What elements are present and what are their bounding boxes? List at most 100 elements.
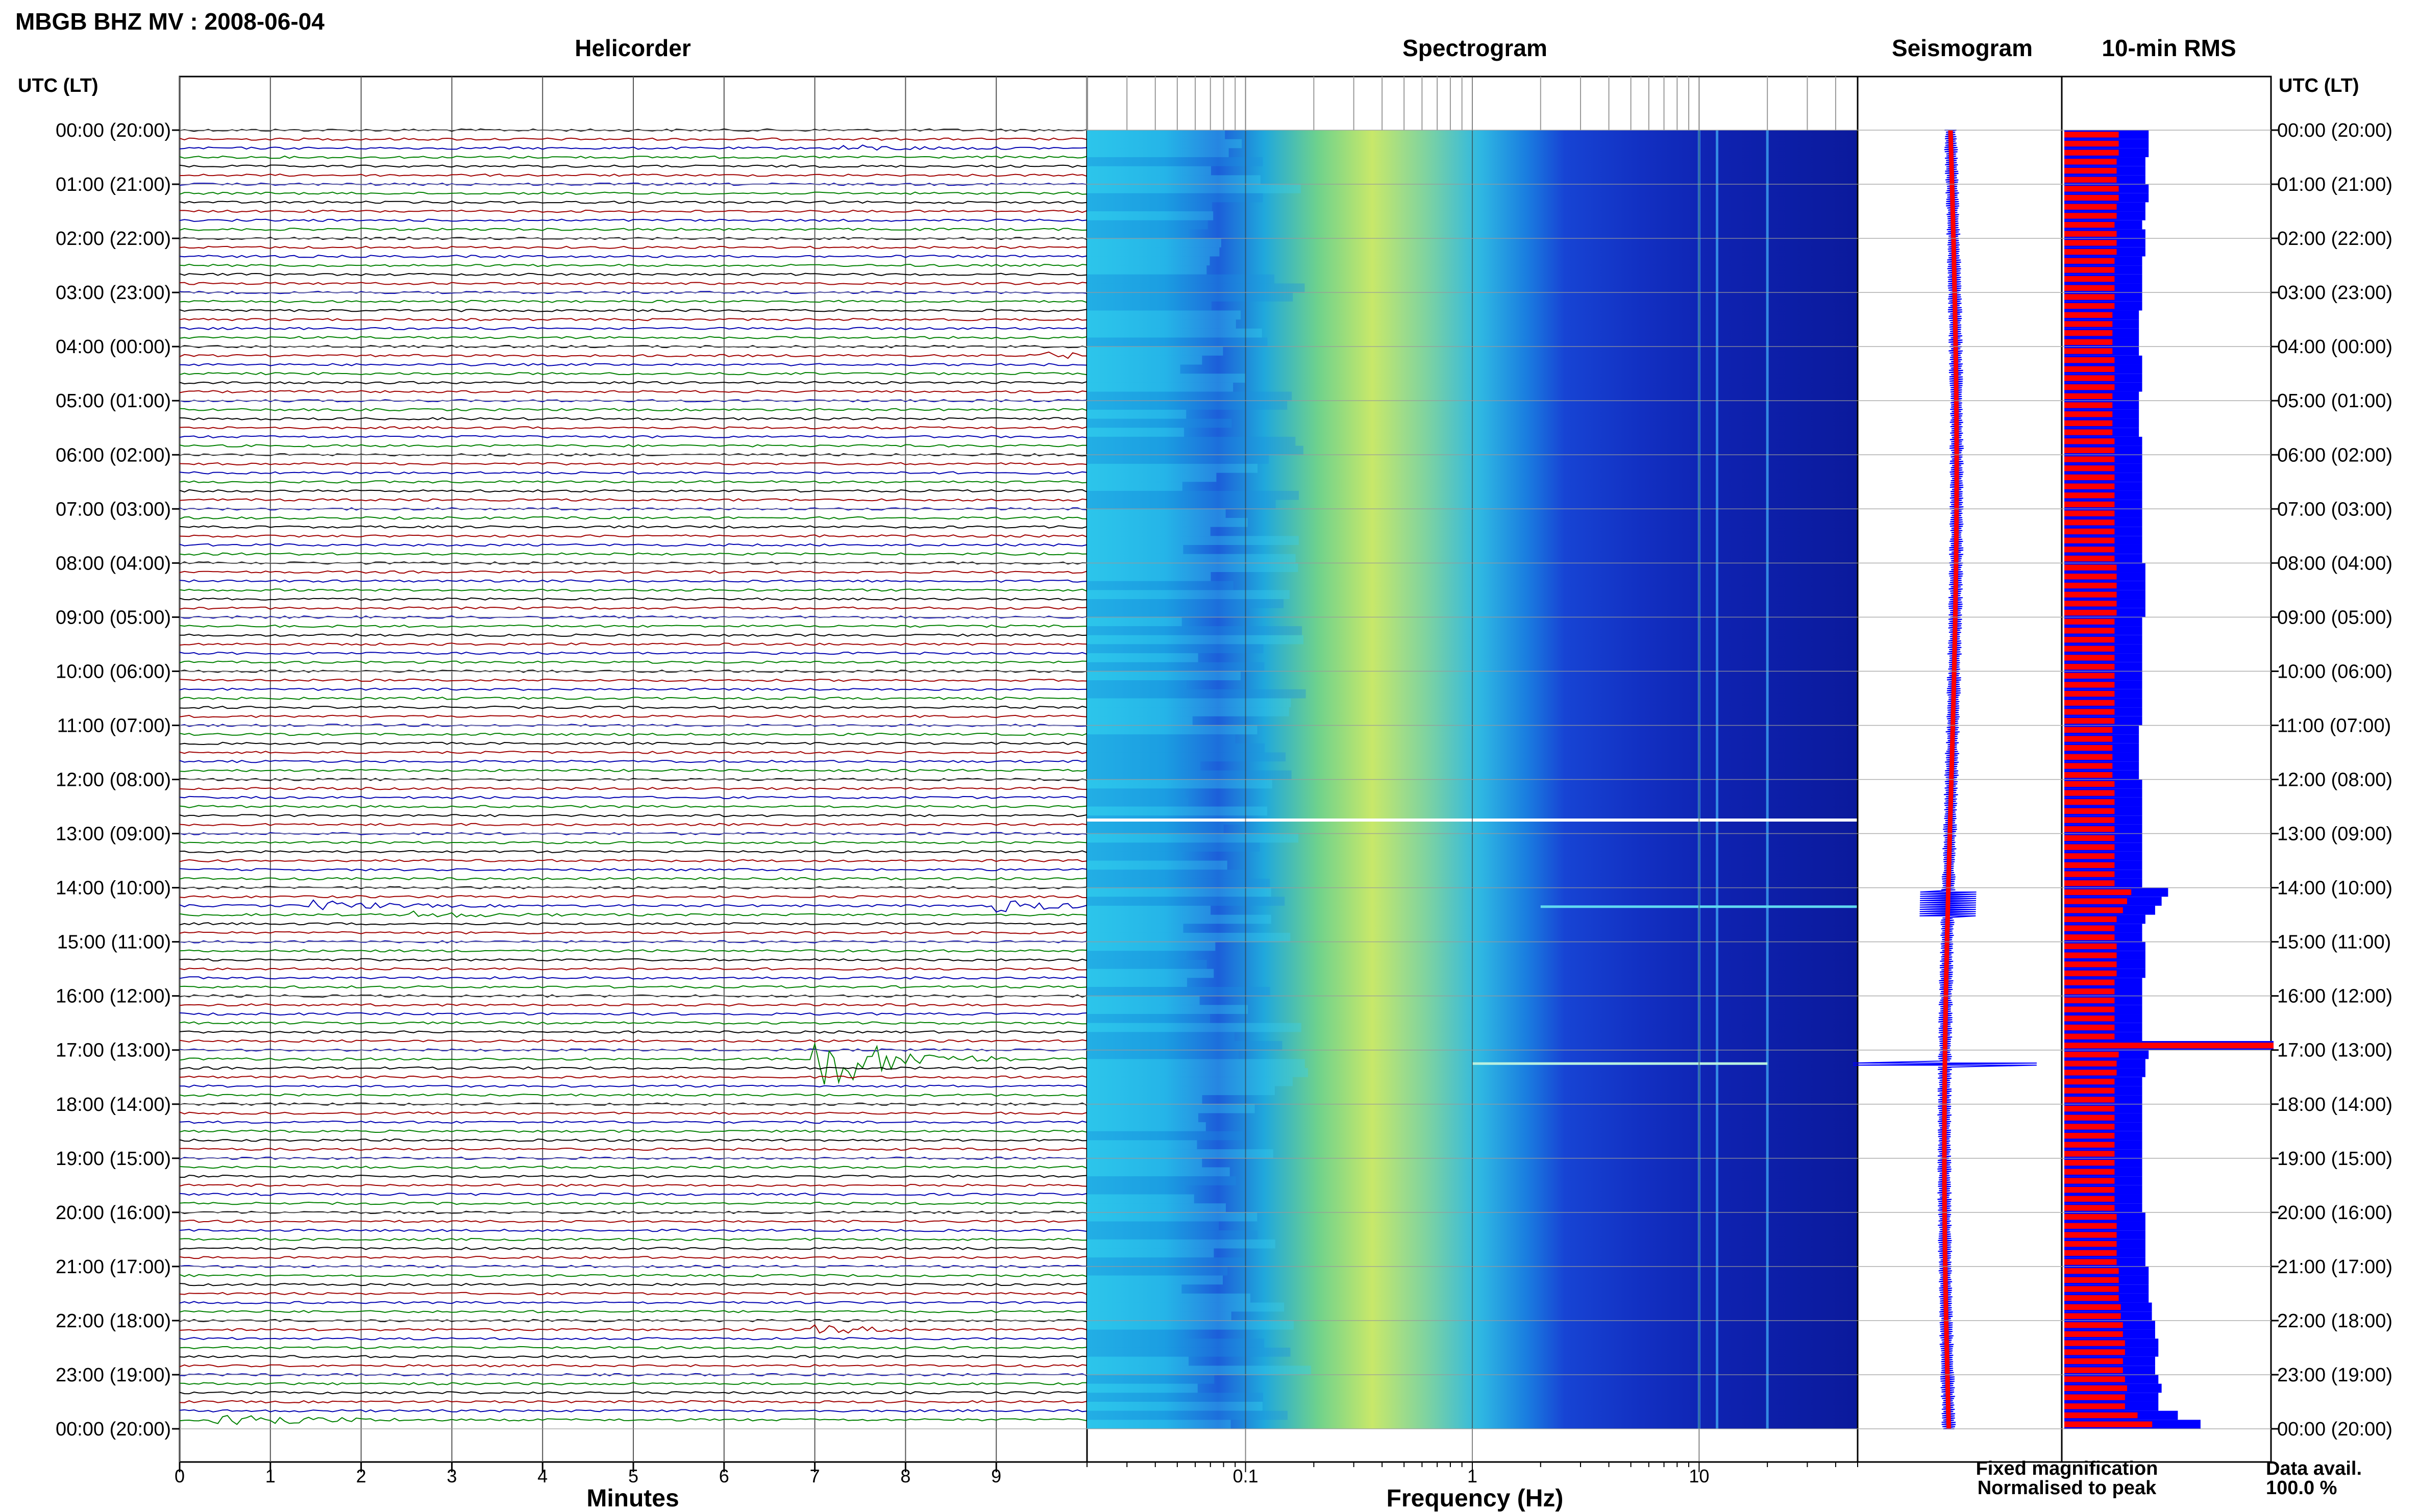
helicorder-trace (179, 814, 1088, 817)
spectrogram-row (1087, 401, 1288, 410)
spectrogram-row (1087, 139, 1242, 148)
rms-normalised-bar (2064, 970, 2117, 977)
helicorder-trace (179, 949, 1088, 953)
spectrogram-row (1087, 536, 1299, 545)
spectrogram-row (1087, 1383, 1198, 1393)
rms-normalised-bar (2064, 682, 2115, 688)
spectrogram-row (1087, 878, 1270, 888)
helicorder-trace (179, 823, 1088, 827)
rms-normalised-bar (2064, 366, 2115, 373)
spectrogram-row (1087, 1366, 1311, 1375)
right-time-label: 03:00 (23:00) (2277, 282, 2392, 304)
helicorder-tick-label: 8 (900, 1466, 910, 1486)
rms-normalised-bar (2064, 1232, 2117, 1238)
rms-normalised-bar (2064, 1196, 2115, 1202)
helicorder-trace (179, 796, 1088, 800)
spectrogram-row (1087, 897, 1285, 906)
right-time-label: 17:00 (13:00) (2277, 1040, 2392, 1061)
right-axis-header: UTC (LT) (2279, 75, 2359, 96)
helicorder-trace (179, 922, 1088, 926)
rms-normalised-bar (2064, 1006, 2115, 1012)
spectrogram-tick-label: 0.1 (1233, 1466, 1258, 1486)
spectrogram-row (1087, 617, 1182, 627)
spectrogram-row (1087, 175, 1261, 185)
helicorder-trace (179, 732, 1088, 736)
spectrogram-row (1087, 914, 1271, 924)
rms-normalised-bar (2064, 267, 2115, 273)
helicorder-trace (179, 417, 1088, 420)
spectrogram-row (1087, 1221, 1219, 1231)
spectrogram-row (1087, 870, 1247, 879)
left-time-label: 01:00 (21:00) (56, 174, 171, 195)
rms-normalised-bar (2064, 1358, 2123, 1365)
spectrogram-row (1087, 1149, 1273, 1158)
helicorder-trace (179, 1247, 1088, 1250)
spectrogram-row (1087, 770, 1292, 780)
rms-normalised-bar (2064, 159, 2117, 165)
seismogram-panel (1853, 76, 2063, 1463)
helicorder-trace (179, 958, 1088, 962)
rms-normalised-bar (2064, 1412, 2138, 1419)
helicorder-trace (179, 741, 1088, 746)
rms-normalised-bar (2064, 925, 2115, 931)
spectrogram-row (1087, 671, 1241, 681)
rms-normalised-bar (2064, 1340, 2125, 1346)
helicorder-trace (179, 471, 1088, 475)
spectrogram-row (1087, 1023, 1301, 1032)
rms-normalised-bar (2064, 655, 2115, 661)
helicorder-trace (179, 1292, 1088, 1296)
rms-normalised-bar (2064, 213, 2117, 219)
spectrogram-row (1087, 860, 1227, 870)
spectrogram-row (1087, 1374, 1215, 1384)
helicorder-trace (179, 1364, 1088, 1368)
spectrogram-row (1087, 301, 1212, 311)
spectrogram-row (1087, 590, 1290, 600)
rms-normalised-bar (2064, 889, 2132, 896)
right-time-label: 21:00 (17:00) (2277, 1256, 2392, 1278)
helicorder-trace (179, 1093, 1088, 1097)
rms-normalised-bar (2064, 456, 2115, 462)
spectrogram-row (1087, 1005, 1248, 1014)
spectrogram-row (1087, 599, 1284, 608)
helicorder-trace (179, 1147, 1088, 1151)
rms-normalised-bar (2064, 736, 2113, 742)
helicorder-trace (179, 1346, 1088, 1350)
right-time-label: 04:00 (00:00) (2277, 336, 2392, 358)
helicorder-trace (179, 660, 1088, 664)
rms-normalised-bar (2064, 285, 2115, 291)
left-time-label: 13:00 (09:00) (56, 824, 171, 845)
spectrogram-row (1087, 455, 1269, 464)
right-time-label: 01:00 (21:00) (2277, 174, 2392, 195)
helicorder-trace (179, 867, 1088, 872)
helicorder-trace (179, 317, 1088, 321)
rms-normalised-bar (2064, 1105, 2115, 1112)
rms-normalised-bar (2064, 601, 2117, 607)
helicorder-trace (179, 985, 1088, 989)
right-time-label: 14:00 (10:00) (2277, 878, 2392, 899)
spectrogram-row (1087, 788, 1186, 798)
left-time-label: 00:00 (20:00) (56, 1419, 171, 1440)
helicorder-trace (179, 597, 1088, 601)
rms-normalised-bar (2064, 132, 2119, 138)
helicorder-trace (179, 1075, 1088, 1079)
helicorder-trace (179, 615, 1088, 619)
spectrogram-row (1087, 752, 1286, 762)
spectrogram-row (1087, 1014, 1210, 1023)
spectrogram-row (1087, 941, 1216, 951)
right-time-label: 13:00 (09:00) (2277, 824, 2392, 845)
rms-normalised-bar (2064, 1286, 2119, 1292)
rms-normalised-bar (2064, 717, 2115, 724)
rms-normalised-bar (2064, 348, 2113, 354)
helicorder-tick-label: 3 (447, 1466, 457, 1486)
rms-normalised-bar (2064, 1078, 2115, 1085)
spectrogram-row (1087, 1302, 1285, 1312)
helicorder-trace (179, 840, 1088, 845)
helicorder-trace (179, 1021, 1088, 1025)
spectrogram-row (1087, 644, 1264, 654)
right-time-label: 07:00 (03:00) (2277, 499, 2392, 520)
rms-normalised-bar (2064, 1015, 2115, 1022)
helicorder-trace (179, 895, 1088, 899)
left-axis-header: UTC (LT) (18, 75, 98, 96)
rms-normalised-bar (2064, 150, 2119, 156)
spectrogram-row (1087, 148, 1229, 158)
